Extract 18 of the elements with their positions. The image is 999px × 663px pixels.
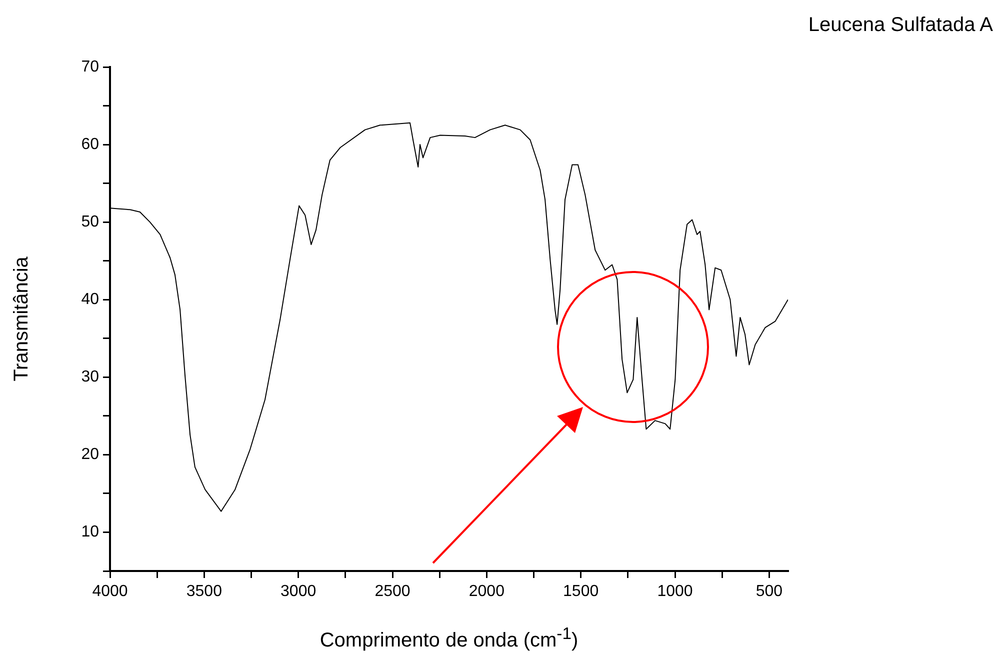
y-tick-label: 10 bbox=[81, 524, 100, 541]
x-tick-label: 1000 bbox=[657, 583, 693, 600]
x-axis-title: Comprimento de onda (cm$^{-1}$) bbox=[320, 624, 578, 653]
y-axis-title: Transmitância bbox=[10, 256, 34, 382]
x-tick-label: 2000 bbox=[468, 583, 505, 600]
y-tick-label: 60 bbox=[81, 136, 100, 153]
text: Leucena Sulfatada A bbox=[808, 14, 993, 37]
x-tick-label: 3500 bbox=[186, 583, 222, 600]
x-tick-label: 2500 bbox=[374, 583, 410, 600]
y-tick-label: 20 bbox=[81, 446, 100, 464]
y-tick-label: 70 bbox=[81, 58, 100, 76]
y-tick-label: 30 bbox=[81, 368, 100, 386]
x-tick-label: 3000 bbox=[280, 583, 316, 600]
y-tick-label: 50 bbox=[81, 213, 100, 230]
x-tick-label: 1500 bbox=[563, 583, 599, 600]
x-tick-label: 500 bbox=[756, 583, 783, 600]
y-tick-label: 40 bbox=[81, 291, 100, 308]
x-tick-label: 4000 bbox=[92, 583, 128, 600]
